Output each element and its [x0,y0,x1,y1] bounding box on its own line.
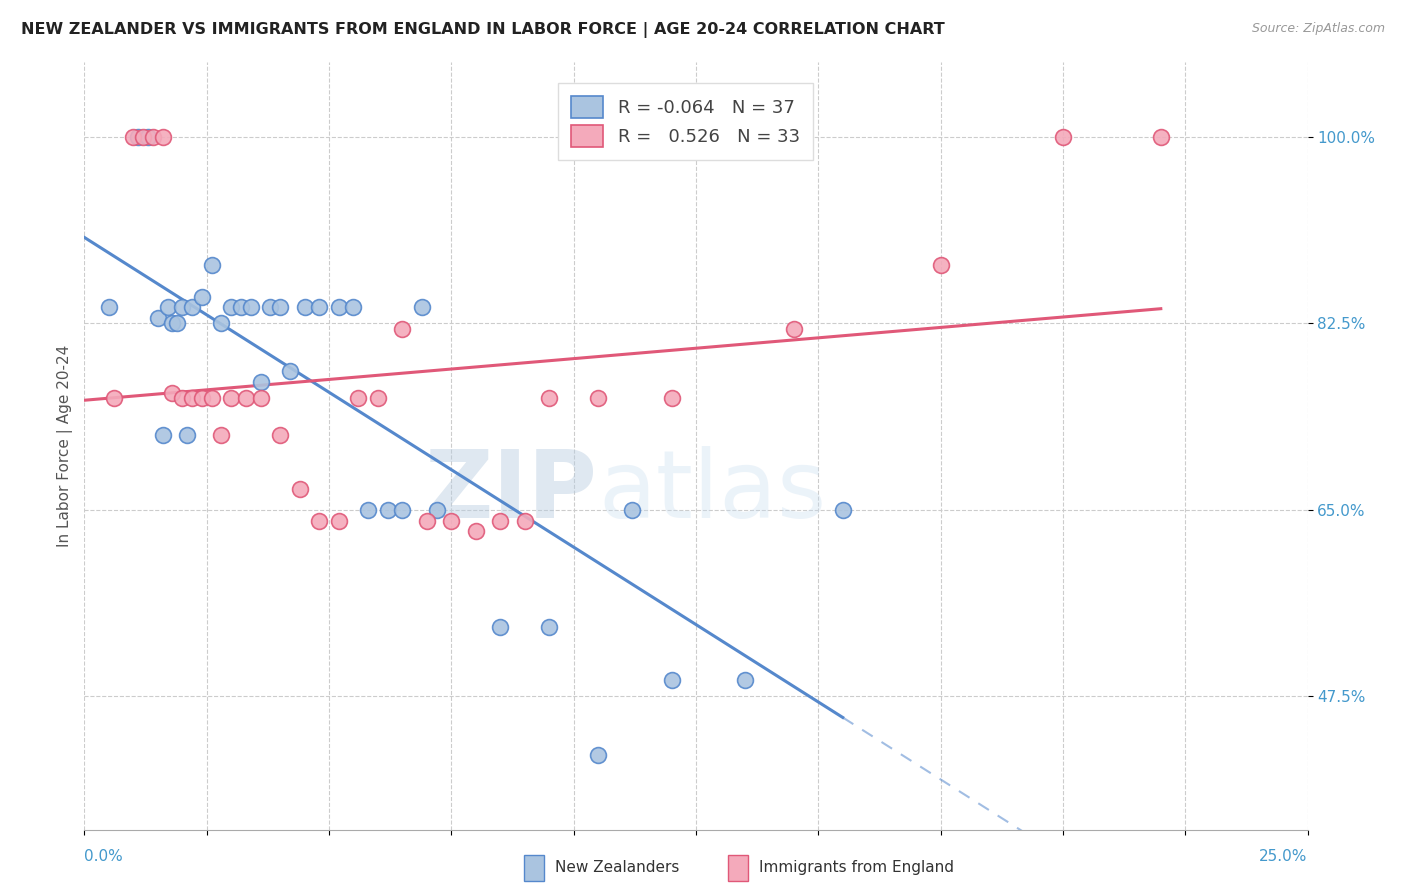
Point [156,301,179,315]
Point [464,524,486,539]
Point [146,311,169,326]
Point [122,130,145,145]
Point [347,391,370,405]
Point [97,301,120,315]
Point [831,503,853,517]
Point [294,301,316,315]
Y-axis label: In Labor Force | Age 20-24: In Labor Force | Age 20-24 [58,345,73,547]
Point [162,317,184,331]
Point [489,620,512,634]
Point [259,301,281,315]
Point [586,747,609,762]
Point [142,130,165,145]
Point [929,258,952,272]
Point [391,503,413,517]
Point [249,375,271,389]
Point [440,514,463,528]
Point [621,503,644,517]
Point [328,301,350,315]
Point [367,391,389,405]
Point [734,673,756,688]
Point [513,514,536,528]
Point [103,391,125,405]
Text: 0.0%: 0.0% [84,849,124,863]
Point [249,391,271,405]
Point [489,514,512,528]
Point [191,391,214,405]
Point [391,322,413,336]
Point [377,503,399,517]
Point [172,391,194,405]
Point [176,428,198,442]
Text: Source: ZipAtlas.com: Source: ZipAtlas.com [1251,22,1385,36]
Text: atlas: atlas [598,446,827,538]
Point [288,482,311,496]
Point [661,673,683,688]
Point [127,130,149,145]
Text: ZIP: ZIP [425,446,598,538]
Point [209,317,232,331]
Point [278,364,301,378]
Point [538,391,561,405]
Point [308,514,330,528]
Point [200,258,222,272]
Point [426,503,449,517]
Point [235,391,257,405]
Point [229,301,252,315]
Point [328,514,350,528]
Point [239,301,262,315]
Point [538,620,561,634]
Point [181,301,204,315]
Point [172,301,194,315]
Point [191,290,214,304]
Point [308,301,330,315]
Point [269,301,291,315]
Point [269,428,291,442]
Point [1052,130,1074,145]
Point [136,130,159,145]
Point [219,391,242,405]
Point [357,503,380,517]
Point [200,391,222,405]
Point [661,391,683,405]
Point [586,391,609,405]
Point [1150,130,1173,145]
Point [783,322,806,336]
Text: NEW ZEALANDER VS IMMIGRANTS FROM ENGLAND IN LABOR FORCE | AGE 20-24 CORRELATION : NEW ZEALANDER VS IMMIGRANTS FROM ENGLAND… [21,22,945,38]
Point [219,301,242,315]
Point [152,428,174,442]
Point [162,385,184,400]
Point [342,301,364,315]
Point [411,301,433,315]
Text: Immigrants from England: Immigrants from England [759,861,955,875]
Point [152,130,174,145]
Point [209,428,232,442]
Point [181,391,204,405]
Point [132,130,155,145]
Point [416,514,439,528]
Point [166,317,188,331]
Legend: R = -0.064   N = 37, R =   0.526   N = 33: R = -0.064 N = 37, R = 0.526 N = 33 [558,83,813,160]
Text: 25.0%: 25.0% [1260,849,1308,863]
Text: New Zealanders: New Zealanders [555,861,679,875]
